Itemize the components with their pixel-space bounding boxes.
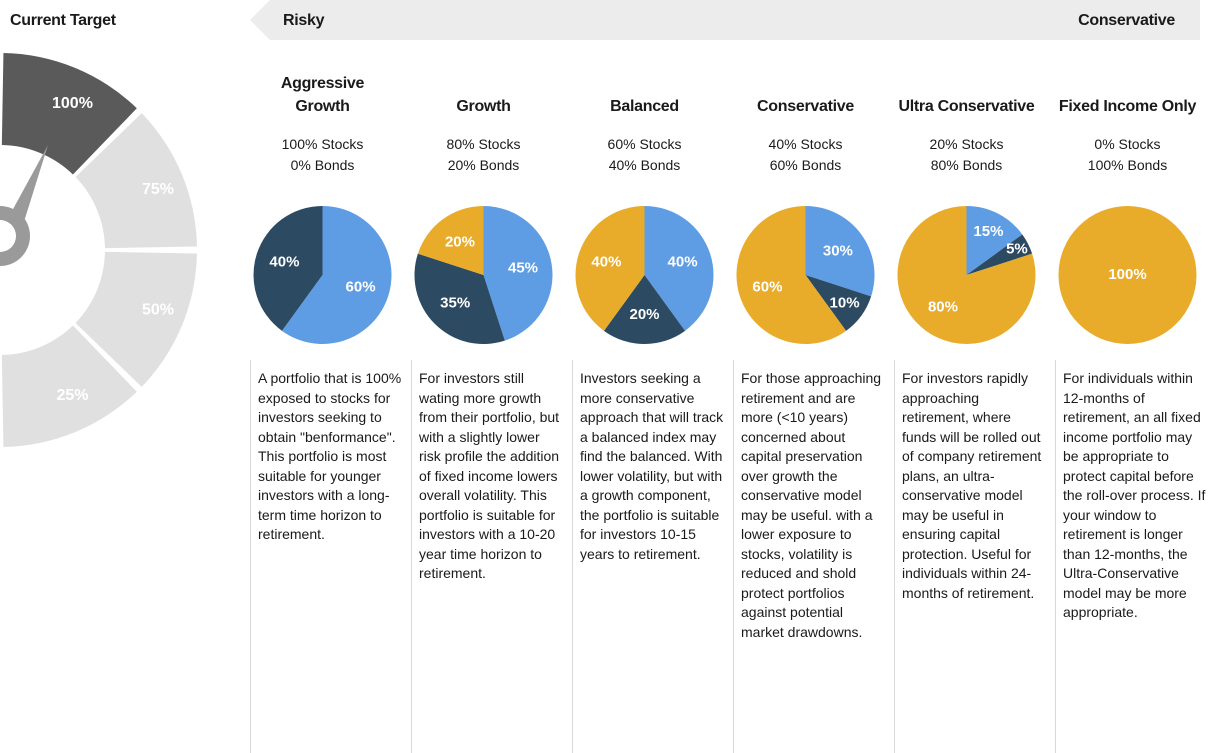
portfolio-description: Investors seeking a more conservative ap… <box>580 370 724 562</box>
stocks-share: 0% Stocks <box>1094 136 1161 152</box>
gauge-label: 100% <box>52 95 93 112</box>
pie-label: 80% <box>928 298 958 315</box>
gauge-segment <box>1 53 137 175</box>
pie-label: 60% <box>346 278 376 295</box>
portfolio-title: Conservative <box>757 98 854 115</box>
pie-slice <box>575 206 645 331</box>
conservative-label: Conservative <box>1078 12 1175 29</box>
gauge-segment <box>75 251 197 387</box>
pie-slice <box>966 206 1023 275</box>
stocks-share: 40% Stocks <box>768 136 843 152</box>
portfolio-title: Growth <box>456 98 511 115</box>
pie-label: 60% <box>752 278 782 295</box>
pie-slice <box>483 206 553 341</box>
portfolio-title: Ultra Conservative <box>898 98 1035 115</box>
pie-slice <box>736 206 847 344</box>
pie-label: 5% <box>1006 240 1028 257</box>
pie-slice <box>1058 206 1197 344</box>
stocks-share: 100% Stocks <box>281 136 364 152</box>
gauge-segment <box>75 113 197 249</box>
bonds-share: 100% Bonds <box>1087 157 1168 173</box>
portfolio-description: A portfolio that is 100% exposed to stoc… <box>258 370 402 542</box>
pie-slice <box>414 253 505 344</box>
pie-slice <box>805 275 872 331</box>
gauge-label: 25% <box>56 387 88 404</box>
bonds-share: 0% Bonds <box>290 157 355 173</box>
stocks-share: 80% Stocks <box>446 136 521 152</box>
current-target-label: Current Target <box>10 12 116 29</box>
gauge-label: 75% <box>142 181 174 198</box>
pie-label: 30% <box>823 242 853 259</box>
pie-label: 20% <box>629 306 659 323</box>
portfolio-description: For individuals within 12-months of reti… <box>1063 370 1206 620</box>
stocks-share: 60% Stocks <box>607 136 682 152</box>
bonds-share: 80% Bonds <box>930 157 1003 173</box>
gauge-needle <box>6 145 48 228</box>
portfolio-description: For investors still wating more growth f… <box>419 370 560 581</box>
gauge-segment <box>1 325 137 447</box>
pie-label: 100% <box>1108 266 1146 283</box>
pie-label: 45% <box>508 260 538 277</box>
pie-label: 20% <box>445 234 475 251</box>
pie-label: 10% <box>830 294 860 311</box>
column-separators <box>250 360 1056 753</box>
pies: 60% 40% 45% 35% 20% 40% 20% 40% 30% 10% 60% 15%5% 80… <box>253 205 1197 344</box>
pie-slice <box>417 206 484 275</box>
pie-label: 40% <box>269 254 299 271</box>
bonds-share: 20% Bonds <box>447 157 520 173</box>
pie-slice <box>805 205 875 297</box>
risky-label: Risky <box>283 12 325 29</box>
gauge-hub-inner <box>0 220 16 252</box>
stocks-share: 20% Stocks <box>929 136 1004 152</box>
pie-label: 35% <box>440 294 470 311</box>
scale-banner <box>250 0 1200 40</box>
portfolio-description: For those approaching retirement and are… <box>741 370 882 640</box>
pie-slice <box>644 206 714 331</box>
pie-slice <box>897 206 1036 344</box>
pie-slice <box>966 234 1033 275</box>
pie-slice <box>253 206 323 331</box>
gauge: 100% 75% 50% 25% <box>0 53 197 447</box>
pie-label: 15% <box>973 223 1003 240</box>
portfolio-title: Aggressive Growth <box>280 75 365 115</box>
pie-slice <box>603 275 686 344</box>
pie-label: 40% <box>668 254 698 271</box>
portfolio-title: Balanced <box>610 98 679 115</box>
bonds-share: 40% Bonds <box>608 157 681 173</box>
gauge-label: 50% <box>142 302 174 319</box>
pie-slice <box>281 206 392 344</box>
bonds-share: 60% Bonds <box>769 157 842 173</box>
pie-label: 40% <box>591 254 621 271</box>
portfolio-description: For investors rapidly approaching retire… <box>902 370 1042 601</box>
portfolio-title: Fixed Income Only <box>1058 98 1197 115</box>
